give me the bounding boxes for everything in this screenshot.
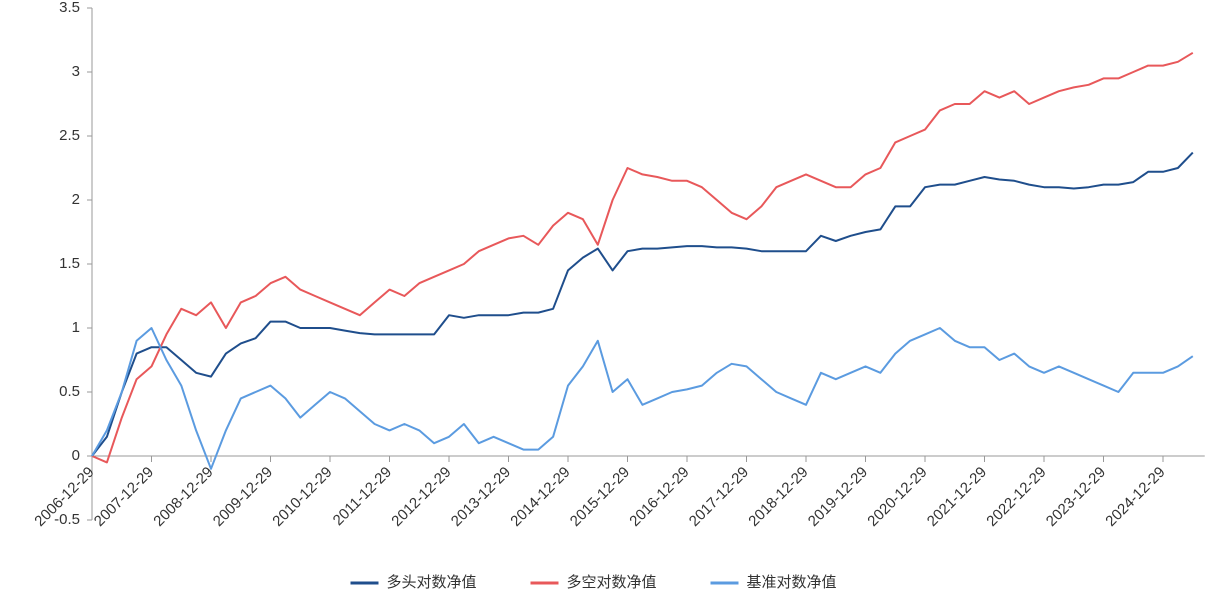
x-tick-label: 2018-12-29	[745, 464, 811, 530]
x-tick-label: 2015-12-29	[567, 464, 633, 530]
y-tick-label: 3	[72, 63, 80, 80]
x-tick-label: 2021-12-29	[924, 464, 990, 530]
y-tick-label: 2	[72, 191, 80, 208]
y-tick-label: -0.5	[54, 511, 80, 528]
series-line	[91, 327, 1194, 470]
legend-label: 基准对数净值	[747, 574, 837, 591]
x-tick-label: 2019-12-29	[805, 464, 871, 530]
x-tick-label: 2012-12-29	[388, 464, 454, 530]
x-tick-label: 2023-12-29	[1043, 464, 1109, 530]
x-tick-label: 2020-12-29	[864, 464, 930, 530]
x-tick-label: 2007-12-29	[91, 464, 157, 530]
y-tick-label: 0	[72, 447, 80, 464]
y-tick-label: 0.5	[59, 383, 80, 400]
x-tick-label: 2016-12-29	[626, 464, 692, 530]
y-tick-label: 2.5	[59, 127, 80, 144]
x-tick-label: 2017-12-29	[686, 464, 752, 530]
x-tick-label: 2013-12-29	[448, 464, 514, 530]
y-tick-label: 1	[72, 319, 80, 336]
x-tick-label: 2008-12-29	[150, 464, 216, 530]
legend-label: 多空对数净值	[567, 574, 657, 591]
legend-label: 多头对数净值	[387, 574, 477, 591]
series-line	[91, 51, 1194, 464]
x-tick-label: 2014-12-29	[507, 464, 573, 530]
x-tick-label: 2024-12-29	[1102, 464, 1168, 530]
x-tick-label: 2010-12-29	[269, 464, 335, 530]
y-tick-label: 1.5	[59, 255, 80, 272]
series-line	[91, 151, 1194, 457]
x-tick-label: 2011-12-29	[330, 464, 395, 529]
x-tick-label: 2009-12-29	[210, 464, 276, 530]
y-tick-label: 3.5	[59, 0, 80, 16]
x-tick-label: 2022-12-29	[983, 464, 1049, 530]
